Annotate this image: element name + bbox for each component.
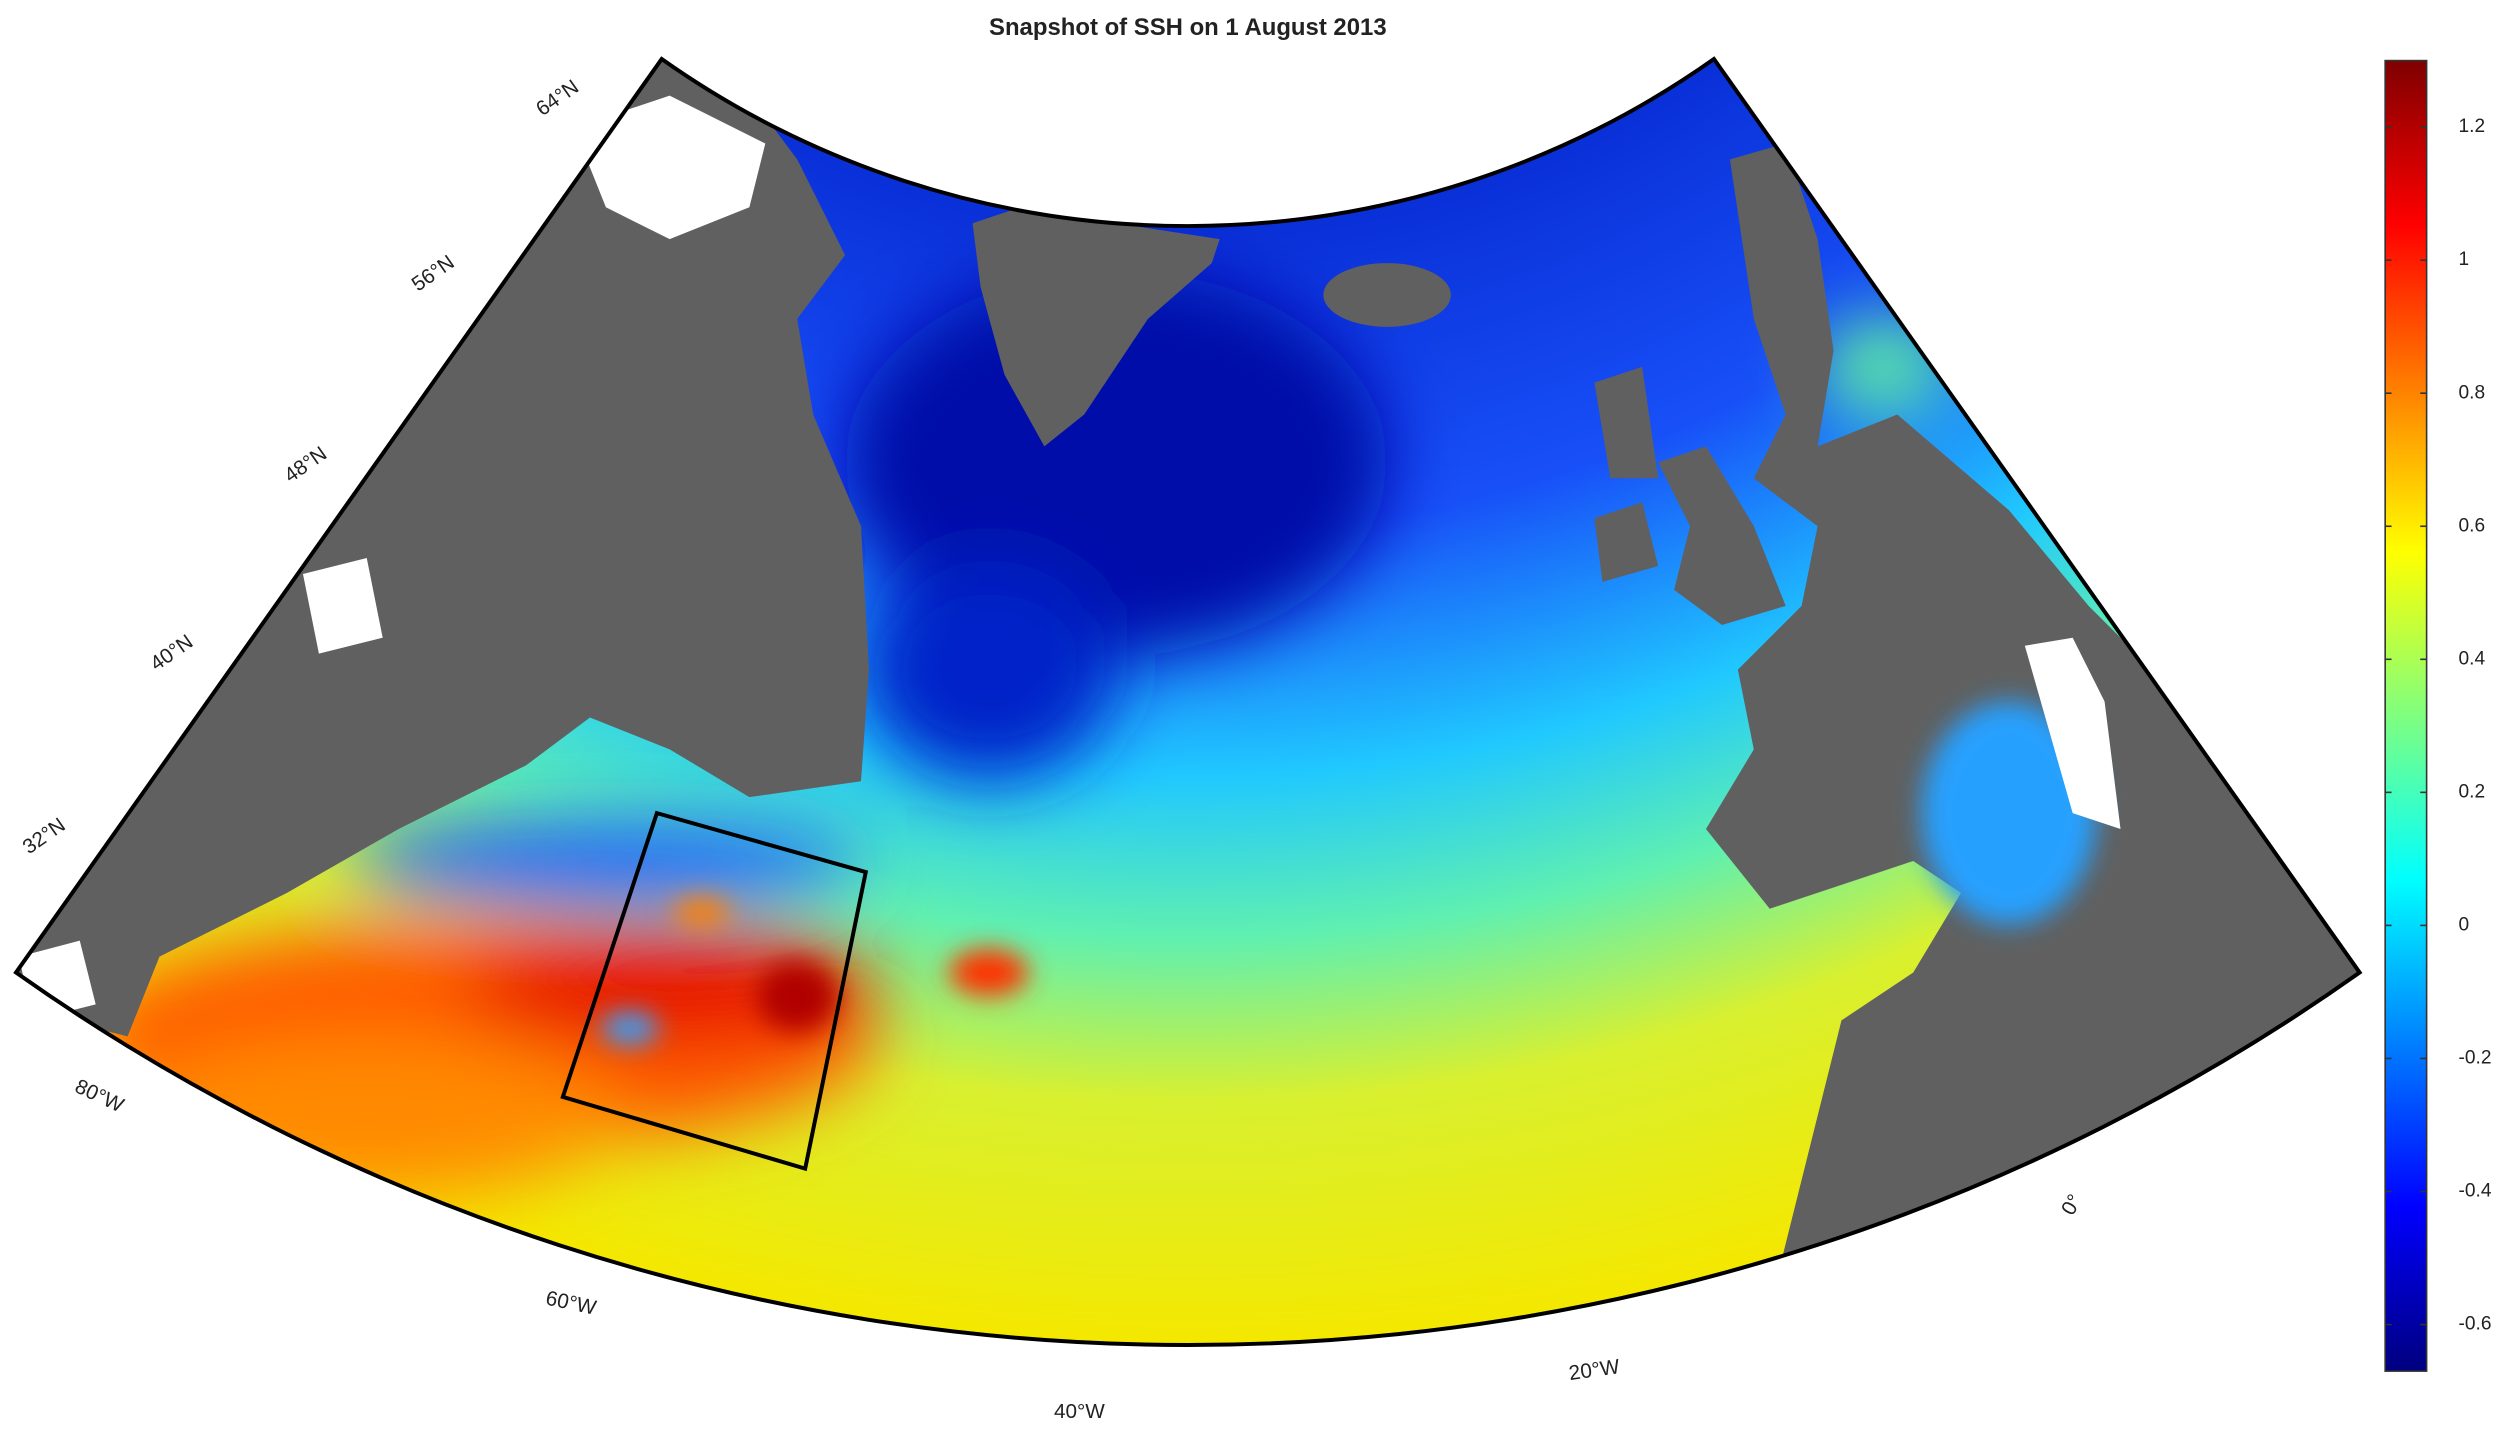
colorbar-tick-label: 0.4 xyxy=(2459,648,2486,669)
lon-label: 40°W xyxy=(1054,1400,1105,1423)
colorbar-tick-label: 1.2 xyxy=(2459,116,2486,137)
lon-label: 80°W xyxy=(71,1075,127,1118)
colorbar-tick-label: 0.6 xyxy=(2459,515,2486,536)
colorbar-tick-label: 0.2 xyxy=(2459,781,2486,802)
lat-label: 32°N xyxy=(19,813,70,858)
lat-label: 64°N xyxy=(532,75,583,120)
lon-label: 60°W xyxy=(544,1287,599,1320)
lon-label: 0° xyxy=(2057,1190,2087,1219)
study-box xyxy=(560,810,869,1172)
mediterranean xyxy=(1921,701,2097,925)
colorbar xyxy=(2384,59,2428,1372)
map-title: Snapshot of SSH on 1 August 2013 xyxy=(989,14,1387,41)
lat-label: 48°N xyxy=(280,442,331,487)
ice-lakes xyxy=(19,95,2121,1021)
map-frame xyxy=(13,56,2363,1347)
colorbar-tick-label: -0.2 xyxy=(2459,1048,2492,1069)
colorbar-tick-label: -0.4 xyxy=(2459,1181,2492,1202)
lat-label: 56°N xyxy=(408,251,459,296)
colorbar-tick-label: 0.8 xyxy=(2459,382,2486,403)
eddies xyxy=(601,897,1029,1045)
colorbar-tick-label: 1 xyxy=(2459,249,2470,270)
lat-label: 40°N xyxy=(146,630,197,675)
lon-label: 20°W xyxy=(1567,1355,1621,1385)
colorbar-tick-label: 0 xyxy=(2459,914,2470,935)
colorbar-tick-label: -0.6 xyxy=(2459,1314,2492,1335)
